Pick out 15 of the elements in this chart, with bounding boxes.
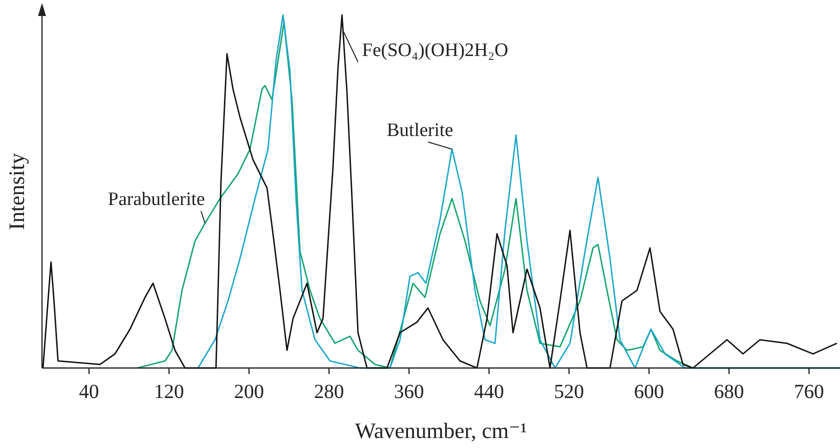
x-tick-label: 680 xyxy=(714,381,744,403)
x-axis-title: Wavenumber, cm⁻¹ xyxy=(355,418,527,443)
x-tick-label: 360 xyxy=(394,381,424,403)
series-label: Fe(SO₄)(OH)2H₂O xyxy=(362,40,508,61)
x-tick-label: 40 xyxy=(79,381,99,403)
x-tick-label: 520 xyxy=(554,381,584,403)
x-tick-label: 760 xyxy=(794,381,824,403)
series-label: Butlerite xyxy=(386,120,454,141)
x-tick-label: 200 xyxy=(234,381,264,403)
x-tick-label: 280 xyxy=(314,381,344,403)
x-tick-label: 440 xyxy=(474,381,504,403)
series-label: Parabutlerite xyxy=(108,189,205,210)
y-axis-title: Intensity xyxy=(4,153,29,230)
x-tick-label: 600 xyxy=(634,381,664,403)
x-tick-label: 120 xyxy=(154,381,184,403)
